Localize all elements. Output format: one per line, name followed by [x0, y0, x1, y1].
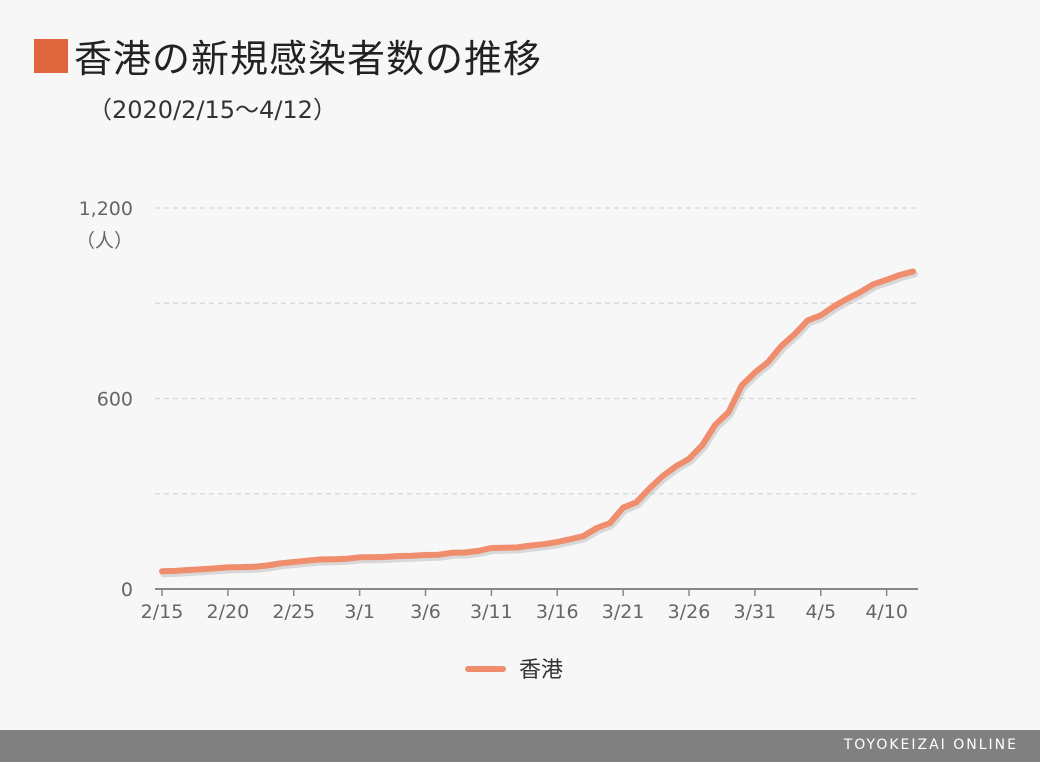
- x-tick-label: 4/5: [805, 601, 836, 623]
- series-line-shadow: [160, 270, 918, 578]
- y-tick-label: 0: [121, 579, 133, 601]
- x-tick-label: 3/1: [344, 601, 375, 623]
- x-tick-label: 3/31: [734, 601, 777, 623]
- chart-subtitle: （2020/2/15～4/12）: [88, 96, 337, 124]
- chart-title: 香港の新規感染者数の推移: [74, 37, 543, 81]
- x-tick-label: 2/15: [141, 601, 184, 623]
- legend: 香港: [465, 658, 563, 683]
- x-tick-label: 3/11: [470, 601, 513, 623]
- x-tick-label: 4/10: [865, 601, 908, 623]
- line-chart: 0 600 1,200 （人） 2/15 2/20 2/25 3/1 3/6 3/11 3/16 3…: [76, 198, 918, 683]
- x-tick-label: 2/20: [207, 601, 250, 623]
- y-tick-label: 1,200: [79, 198, 133, 220]
- y-tick-label: 600: [97, 389, 133, 411]
- title-square-icon: [34, 38, 68, 73]
- x-tick-label: 3/26: [668, 601, 711, 623]
- x-tick-label: 2/25: [272, 601, 315, 623]
- x-tick-label: 3/21: [602, 601, 645, 623]
- footer-brand: TOYOKEIZAI ONLINE: [843, 737, 1018, 753]
- y-axis-labels: 0 600 1,200 （人）: [76, 198, 133, 601]
- x-axis-labels: 2/15 2/20 2/25 3/1 3/6 3/11 3/16 3/21 3/26 3/31 4/…: [141, 601, 908, 623]
- grid-lines: [155, 207, 917, 495]
- legend-label: 香港: [519, 658, 563, 683]
- x-tick-label: 3/16: [536, 601, 579, 623]
- footer-bar: TOYOKEIZAI ONLINE: [0, 730, 1040, 762]
- chart-title-group: 香港の新規感染者数の推移: [34, 28, 542, 83]
- y-unit-label: （人）: [76, 230, 133, 252]
- series-layer: [159, 268, 918, 578]
- series-line-hongkong: [159, 268, 916, 575]
- x-tick-label: 3/6: [410, 601, 441, 623]
- x-axis: [155, 588, 918, 596]
